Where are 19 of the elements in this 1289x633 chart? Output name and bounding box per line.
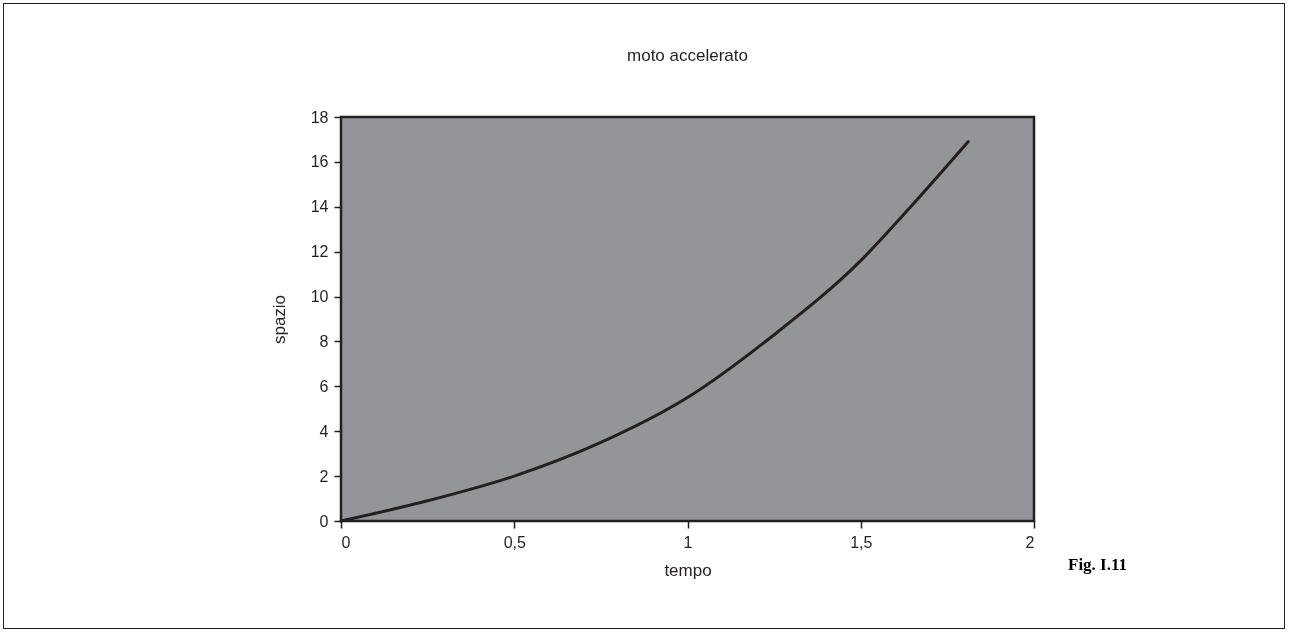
y-tick-label: 12 bbox=[310, 243, 329, 261]
y-tick-label: 18 bbox=[310, 108, 329, 126]
y-tick-label: 10 bbox=[310, 288, 329, 306]
x-tick-label: 0 bbox=[341, 533, 351, 551]
x-tick-label: 1,5 bbox=[850, 533, 873, 551]
y-tick-label: 0 bbox=[319, 512, 329, 530]
x-tick-label: 2 bbox=[1025, 533, 1035, 551]
y-axis-title: spazio bbox=[269, 294, 289, 345]
chart-title: moto accelerato bbox=[627, 46, 748, 65]
y-tick-label: 2 bbox=[319, 467, 329, 485]
x-tick-label: 0,5 bbox=[503, 533, 526, 551]
x-axis-title: tempo bbox=[664, 560, 712, 580]
y-tick-label: 16 bbox=[310, 153, 329, 171]
y-tick-label: 14 bbox=[310, 198, 329, 216]
y-tick-label: 4 bbox=[319, 422, 329, 440]
y-tick-label: 6 bbox=[319, 377, 329, 395]
x-tick-label: 1 bbox=[683, 533, 693, 551]
text: Fig. I.11 bbox=[1068, 555, 1128, 575]
y-tick-label: 8 bbox=[319, 332, 329, 350]
